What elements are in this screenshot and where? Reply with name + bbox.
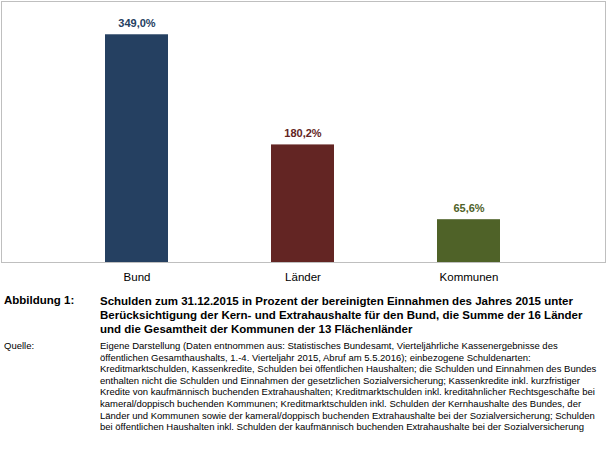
svg-text:Kommunen: Kommunen (440, 271, 499, 283)
svg-text:349,0%: 349,0% (118, 17, 156, 29)
svg-text:65,6%: 65,6% (453, 202, 484, 214)
svg-text:Bund: Bund (124, 271, 151, 283)
html-text:Schulden zum 31.12.2015 in Pro: Schulden zum 31.12.2015 in Prozent der b… (100, 295, 583, 335)
html-text:Eigene Darstellung (Daten entn: Eigene Darstellung (Daten entnommen aus:… (100, 340, 597, 433)
html-text:Abbildung 1:: Abbildung 1: (4, 294, 75, 306)
svg-text:180,2%: 180,2% (284, 127, 322, 139)
html-text:Quelle:: Quelle: (4, 340, 35, 351)
svg-text:Länder: Länder (285, 271, 321, 283)
